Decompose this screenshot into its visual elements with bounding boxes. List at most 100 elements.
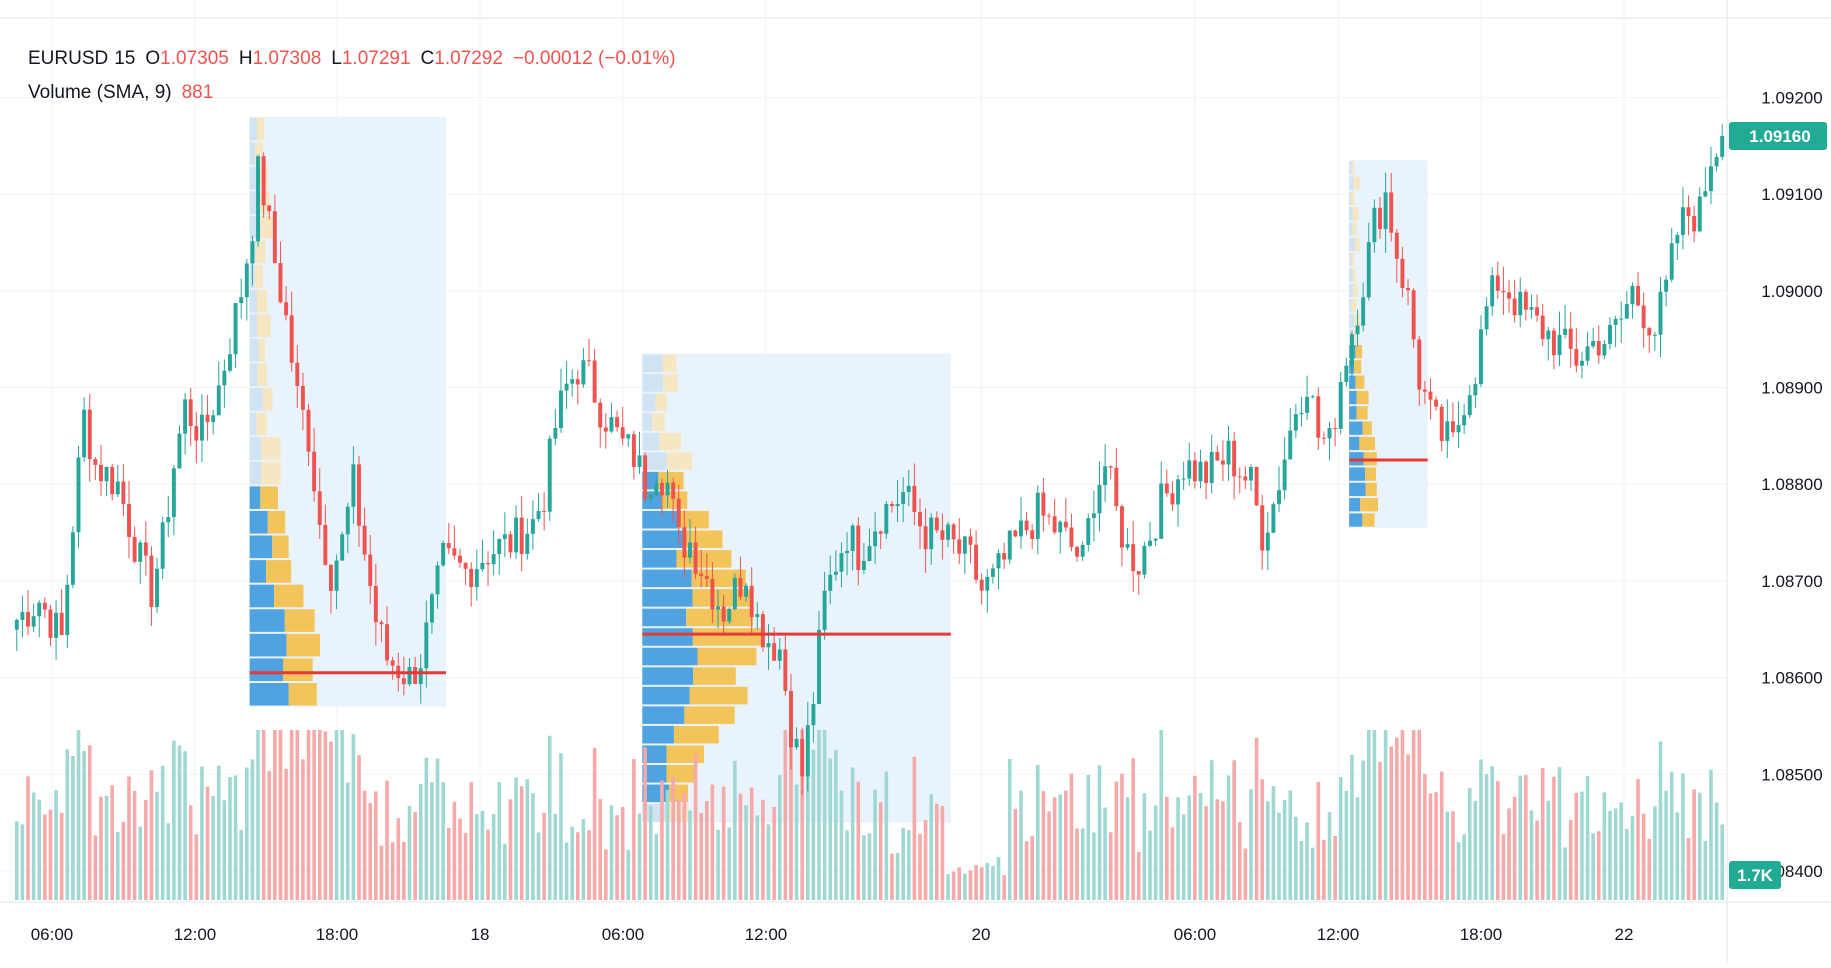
candle-body — [637, 455, 642, 467]
volume-bar — [873, 789, 877, 900]
volume-bar — [1580, 791, 1584, 900]
volume-bar — [1193, 775, 1197, 900]
volume-bar — [458, 818, 462, 900]
volume-profile-row-down — [697, 647, 757, 666]
volume-bar — [1669, 771, 1674, 900]
candle-body — [194, 426, 199, 441]
volume-profile-row-down — [1360, 498, 1379, 512]
candle-body — [390, 660, 395, 666]
candle-body — [104, 467, 109, 482]
candle-body — [1709, 166, 1713, 192]
volume-bar — [1535, 820, 1539, 900]
volume-bar — [575, 832, 580, 900]
volume-bar — [407, 805, 412, 900]
candle-body — [946, 524, 951, 540]
change-value: −0.00012 (−0.01%) — [512, 48, 676, 69]
volume-bar — [525, 779, 530, 900]
volume-indicator-label[interactable]: Volume (SMA, 9) — [28, 82, 172, 103]
volume-profile-row-down — [1365, 482, 1377, 497]
volume-bar — [845, 830, 849, 900]
volume-bar — [1512, 796, 1517, 900]
time-tick-label: 18 — [471, 925, 490, 944]
candle-body — [1265, 532, 1270, 551]
volume-bar — [26, 776, 30, 900]
volume-profile-row-up — [249, 338, 259, 362]
candle-body — [418, 668, 423, 684]
candle-body — [486, 562, 490, 565]
volume-profile-row-up — [642, 432, 660, 451]
volume-bar — [519, 786, 524, 900]
candle-body — [138, 542, 143, 562]
volume-bar — [93, 835, 98, 900]
symbol-label[interactable]: EURUSD — [28, 48, 109, 69]
volume-profile-row-down — [1356, 406, 1368, 420]
candle-body — [177, 433, 182, 469]
volume-bar — [1271, 786, 1276, 900]
volume-bar — [929, 794, 934, 900]
candle-body — [760, 614, 765, 648]
candle-body — [1591, 341, 1596, 347]
price-tick-label: 1.09100 — [1761, 185, 1822, 204]
volume-bar — [1697, 792, 1702, 900]
close-value: 1.07292 — [434, 48, 503, 69]
volume-profile-row-down — [1352, 207, 1359, 221]
volume-bar — [811, 749, 816, 900]
volume-profile-row-down — [673, 725, 719, 744]
candle-body — [1013, 530, 1018, 537]
candle-body — [26, 612, 30, 627]
volume-bar — [542, 812, 546, 900]
volume-profile-row-down — [1351, 299, 1357, 313]
interval-label[interactable]: 15 — [114, 48, 136, 69]
candle-body — [1692, 215, 1697, 232]
candle-body — [671, 482, 676, 499]
candle-body — [160, 522, 165, 569]
candle-body — [267, 205, 272, 212]
volume-bar — [587, 830, 591, 900]
volume-profile-row-down — [689, 686, 748, 705]
volume-bar — [144, 799, 148, 900]
candle-body — [289, 315, 294, 363]
volume-bar — [581, 819, 586, 900]
volume-profile-row-down — [266, 560, 292, 583]
volume-profile-row-up — [249, 117, 257, 141]
volume-profile-row-up — [642, 550, 677, 568]
volume-bar — [1136, 851, 1141, 900]
volume-profile-row-down — [1362, 513, 1375, 527]
volume-bar — [547, 735, 552, 900]
candle-body — [817, 629, 821, 704]
volume-profile-row-down — [1351, 253, 1355, 267]
volume-profile-row-up — [1349, 498, 1361, 512]
volume-profile-row-down — [288, 683, 317, 706]
volume-bar — [682, 791, 687, 900]
volume-badge — [1729, 861, 1781, 889]
candle-body — [435, 565, 440, 595]
candle-body — [233, 303, 238, 355]
volume-bar — [1024, 841, 1029, 900]
volume-bar — [15, 821, 19, 900]
volume-bar — [289, 730, 294, 900]
candle-body — [429, 594, 434, 623]
volume-profile-row-down — [255, 240, 266, 264]
candle-body — [1630, 285, 1635, 305]
candle-body — [362, 525, 367, 555]
volume-bar — [531, 793, 535, 900]
candle-body — [149, 555, 154, 608]
volume-profile-row-up — [642, 608, 687, 627]
candle-body — [1479, 329, 1483, 385]
volume-bar — [805, 730, 810, 900]
volume-profile-row-up — [642, 706, 685, 724]
candle-body — [497, 538, 502, 555]
volume-bar — [1069, 773, 1074, 900]
volume-bar — [110, 785, 114, 900]
volume-bar — [1159, 730, 1164, 900]
volume-bar — [637, 813, 642, 900]
volume-bar — [1400, 730, 1405, 900]
candle-body — [1148, 540, 1152, 546]
candle-body — [278, 263, 283, 303]
volume-bar — [205, 786, 210, 900]
volume-bar — [1451, 811, 1455, 900]
candle-body — [688, 542, 692, 558]
volume-profile-row-down — [1354, 360, 1362, 374]
